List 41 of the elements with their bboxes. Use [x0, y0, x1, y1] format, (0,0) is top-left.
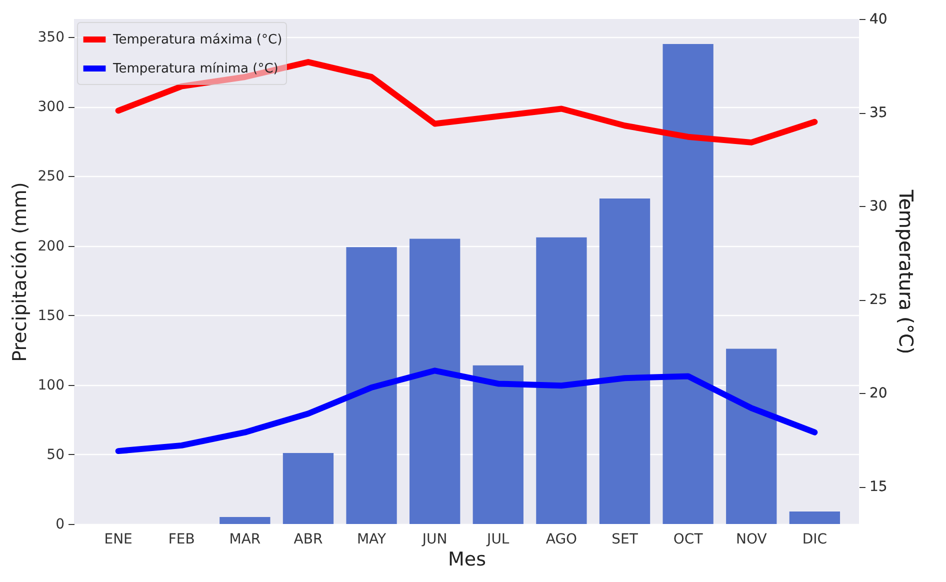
legend-label: Temperatura máxima (°C) [112, 32, 282, 48]
y-tick-label: 200 [38, 238, 64, 254]
y2-tick-label: 30 [870, 198, 888, 215]
bar [472, 365, 524, 524]
x-tick-label: JUL [486, 532, 510, 548]
x-tick-label: MAY [356, 532, 387, 548]
y2-tick-label: 25 [870, 292, 888, 308]
bar [726, 348, 777, 524]
y-tick-label: 250 [38, 168, 64, 185]
x-tick-label: SET [612, 532, 638, 548]
bar [662, 44, 714, 524]
x-tick-label: FEB [168, 532, 195, 548]
bar [599, 198, 650, 524]
bar [536, 237, 587, 524]
x-tick-label: JUN [421, 532, 448, 548]
x-tick-label: AGO [546, 532, 578, 548]
y2-tick-label: 35 [870, 105, 888, 122]
bar [410, 238, 460, 524]
x-tick-label: ABR [294, 532, 323, 548]
y-tick-label: 300 [38, 99, 64, 116]
y-tick-label: 0 [56, 516, 64, 532]
y2-tick-label: 20 [870, 386, 888, 402]
x-axis-title: Mes [448, 548, 486, 570]
x-tick-label: ENE [104, 532, 132, 548]
y-tick-label: 50 [46, 446, 64, 463]
y2-tick-label: 15 [870, 479, 888, 496]
bar [346, 247, 397, 524]
bar [220, 517, 270, 524]
y-tick-label: 350 [38, 30, 64, 46]
legend-label: Temperatura mínima (°C) [112, 62, 278, 76]
y-tick-label: 150 [38, 308, 64, 324]
x-tick-label: DIC [802, 532, 828, 548]
x-tick-label: OCT [673, 532, 704, 548]
bar [282, 453, 334, 524]
bar [789, 511, 840, 524]
x-tick-label: MAR [229, 532, 261, 548]
y-axis-title: Precipitación (mm) [8, 182, 31, 362]
y-tick-label: 100 [38, 377, 64, 394]
x-tick-label: NOV [736, 532, 768, 548]
y2-tick-label: 40 [870, 12, 888, 28]
y2-axis-title: Temperatura (°C) [894, 188, 916, 354]
